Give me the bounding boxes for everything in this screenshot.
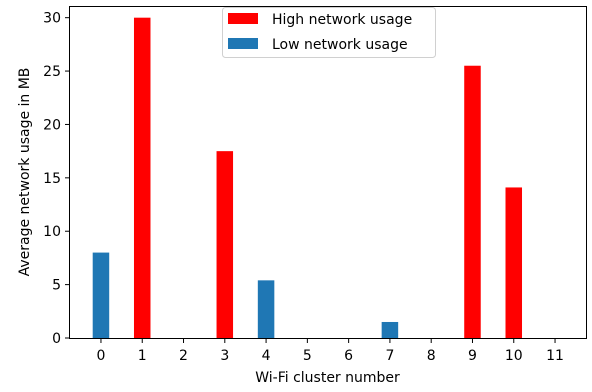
legend-swatch-high bbox=[228, 13, 258, 24]
y-tick-label: 5 bbox=[52, 278, 61, 294]
y-tick-label: 20 bbox=[43, 117, 61, 133]
bar-high-cluster-9 bbox=[464, 65, 481, 338]
legend-box bbox=[222, 7, 436, 58]
legend: High network usage Low network usage bbox=[222, 7, 436, 58]
y-ticks: 0 5 10 15 20 25 30 bbox=[43, 11, 70, 347]
bar-high-cluster-10 bbox=[505, 187, 523, 338]
x-tick-label: 9 bbox=[468, 348, 477, 364]
legend-swatch-low bbox=[228, 38, 258, 49]
x-tick-label: 4 bbox=[262, 348, 271, 364]
x-tick-label: 7 bbox=[385, 348, 394, 364]
legend-label-high: High network usage bbox=[272, 12, 412, 28]
axes-layer bbox=[69, 6, 587, 339]
x-tick-label: 10 bbox=[505, 348, 523, 364]
y-tick-label: 25 bbox=[43, 64, 61, 80]
x-ticks: 0 1 2 3 4 5 6 7 8 9 10 11 bbox=[96, 338, 564, 364]
x-tick-label: 11 bbox=[546, 348, 564, 364]
y-axis-label: Average network usage in MB bbox=[17, 68, 33, 277]
x-tick-label: 8 bbox=[427, 348, 436, 364]
bar-low-cluster-7 bbox=[381, 321, 399, 338]
bar-low-cluster-0 bbox=[92, 252, 110, 338]
legend-label-low: Low network usage bbox=[272, 37, 408, 53]
plot-frame bbox=[69, 6, 587, 339]
x-tick-label: 3 bbox=[220, 348, 229, 364]
y-tick-label: 0 bbox=[52, 331, 61, 347]
y-tick-label: 15 bbox=[43, 171, 61, 187]
y-tick-label: 10 bbox=[43, 224, 61, 240]
x-tick-label: 5 bbox=[303, 348, 312, 364]
y-tick-label: 30 bbox=[43, 11, 61, 27]
x-axis-label: Wi-Fi cluster number bbox=[255, 370, 400, 386]
bar-low-cluster-4 bbox=[257, 280, 275, 338]
x-tick-label: 6 bbox=[344, 348, 353, 364]
bar-high-cluster-3 bbox=[216, 151, 234, 338]
bar-high-cluster-1 bbox=[133, 17, 151, 339]
bars-layer bbox=[92, 17, 523, 339]
x-tick-label: 1 bbox=[138, 348, 147, 364]
x-tick-label: 2 bbox=[179, 348, 188, 364]
x-tick-label: 0 bbox=[96, 348, 105, 364]
